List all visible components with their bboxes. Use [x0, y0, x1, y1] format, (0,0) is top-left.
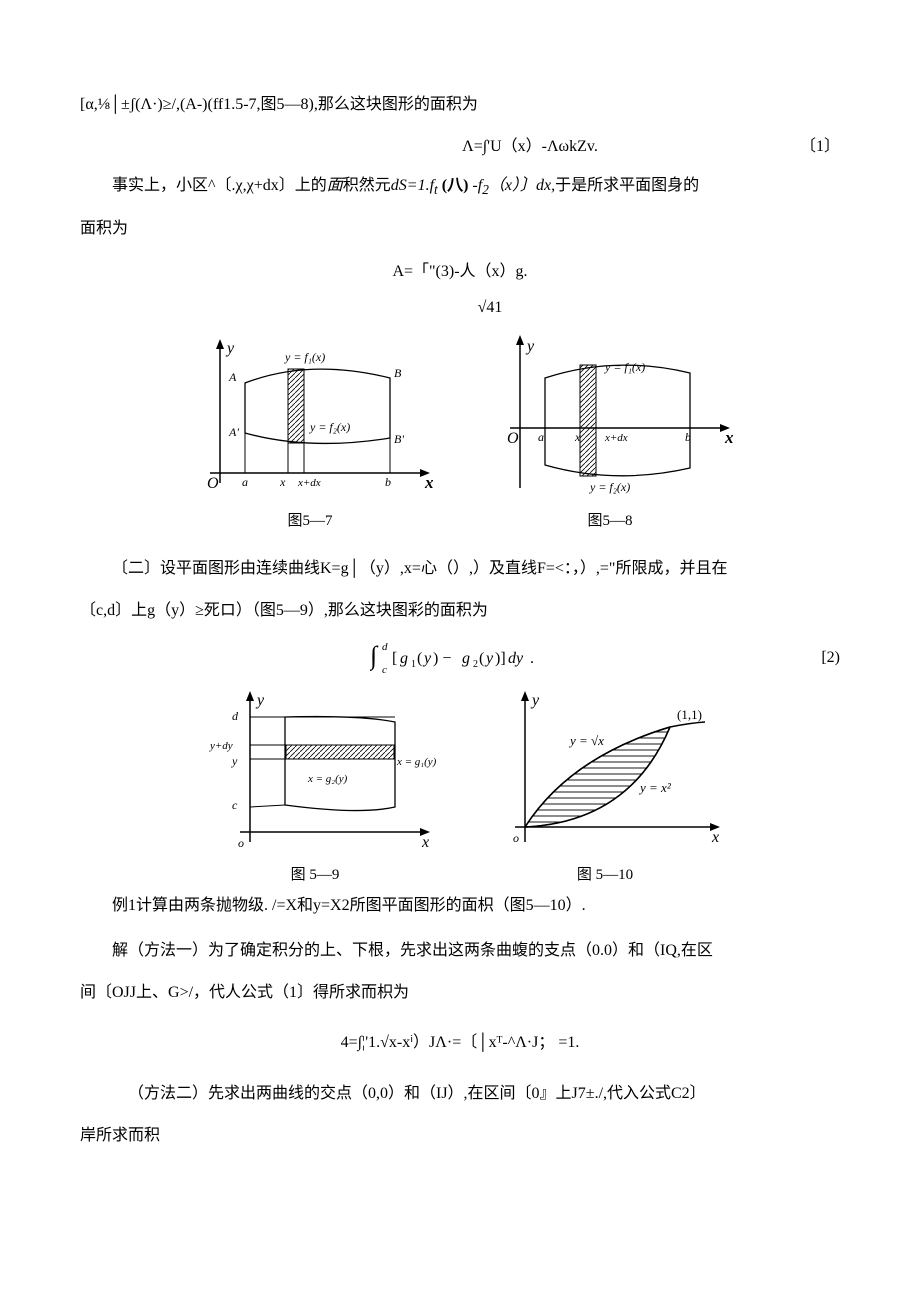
- lblsqrt10: y = √x: [568, 733, 604, 748]
- lbl-y8: y: [525, 338, 535, 355]
- lbl-y9: y: [255, 692, 265, 709]
- lbl-x10: x: [711, 829, 719, 846]
- lblA: A: [228, 370, 237, 384]
- lbla: a: [242, 475, 248, 489]
- t3: 积然元: [343, 177, 391, 194]
- lblxdx8: x+dx: [604, 432, 628, 444]
- svg-text:d: d: [382, 641, 388, 653]
- para-10: 岸所求而积: [80, 1121, 840, 1151]
- svg-text:) −: ) −: [433, 650, 451, 667]
- lbla8: a: [538, 430, 544, 444]
- lblpt10: (1,1): [677, 707, 702, 722]
- lblg19: x = g₁(y): [396, 756, 437, 768]
- lblB: B: [394, 366, 402, 380]
- svg-text:2: 2: [473, 659, 478, 670]
- svg-text:(: (: [417, 650, 422, 667]
- lblydy9: y+dy: [209, 740, 233, 752]
- caption-5-7: 图5—7: [287, 507, 332, 536]
- para-4: 〔二〕设平面图形由连续曲线K=g│（y）,x=心（）,）及直线F=<：，）,="…: [80, 554, 840, 584]
- t9: （x）〕dx,: [489, 177, 555, 194]
- lblc9: c: [232, 798, 238, 812]
- lbl-o10: o: [513, 831, 519, 845]
- lbl-o9: o: [238, 836, 244, 850]
- lblxl8: x: [574, 430, 581, 444]
- formula-4: 4=∫¦'1.√x-xⁱ）JΛ·=〔│xᵀ-^Λ·J； =1.: [80, 1028, 840, 1058]
- svg-text:g: g: [462, 650, 470, 667]
- fig-5-8-svg: y x O y = f₁(x) y = f₂(x) a x x+dx b: [480, 333, 740, 503]
- figure-5-7: y x O y = f₁(x) y = f₂(x) A A' B B' a x …: [180, 333, 440, 536]
- svg-text:.: .: [530, 650, 534, 667]
- para-8: 间〔OJJ上、G>/，代人公式（1〕得所求而枳为: [80, 978, 840, 1008]
- lbl-f2: y = f₂(x): [309, 420, 350, 434]
- lbl-O8: O: [507, 430, 519, 447]
- lblb: b: [385, 475, 391, 489]
- svg-text:dy: dy: [508, 650, 524, 667]
- fig-5-9-svg: y x o d y+dy y c x = g₂(y) x = g₁(y): [190, 687, 440, 857]
- para-7: 解（方法一）为了确定积分的上、下根，先求出这两条曲蝮的支点（0.0）和（IQ,在…: [80, 936, 840, 966]
- svg-text:1: 1: [411, 659, 416, 670]
- fig-5-10-svg: y x o (1,1) y = √x y = x²: [480, 687, 730, 857]
- t4: dS=1.f: [391, 177, 434, 194]
- formula-1-row: Λ=∫'U（x）-ΛωkZv. 〔1〕: [80, 132, 840, 162]
- lbl-y: y: [225, 340, 235, 357]
- t7: -f: [472, 177, 482, 194]
- svg-text:y: y: [422, 650, 432, 667]
- para-1: [α,⅛│±ʃ(Λ·)≥/,(A-)(ff1.5-7,图5—8),那么这块图形的…: [80, 90, 840, 120]
- para-5: 〔c,d〕上g（y）≥死ロ）（图5—9）,那么这块图彩的面积为: [80, 596, 840, 626]
- figure-row-2: y x o d y+dy y c x = g₂(y) x = g₁(y) 图 5…: [80, 687, 840, 890]
- lbl-x8: x: [724, 428, 734, 447]
- svg-text:)]: )]: [495, 650, 506, 667]
- lblxl: x: [279, 475, 286, 489]
- t10: 于是所求平面图身的: [555, 177, 699, 194]
- lblg29: x = g₂(y): [307, 773, 348, 785]
- lbl-f28: y = f₂(x): [589, 480, 630, 494]
- formula-1-num: 〔1〕: [800, 132, 840, 162]
- lbl-f1: y = f₁(x): [284, 350, 325, 364]
- lblb8: b: [685, 430, 691, 444]
- figure-5-10: y x o (1,1) y = √x y = x² 图 5—10: [480, 687, 730, 890]
- formula-3-num: [2): [821, 643, 840, 673]
- t8: 2: [482, 182, 489, 197]
- caption-5-8: 图5—8: [587, 507, 632, 536]
- lbl-x: x: [424, 473, 434, 492]
- caption-5-10: 图 5—10: [577, 861, 633, 890]
- para-6: 例1计算由两条抛物级. /=X和y=X2所图平面图形的面枳（图5—10）.: [80, 891, 840, 921]
- formula-2: A=「"(3)-人（x）g.: [80, 257, 840, 287]
- lbld9: d: [232, 709, 239, 723]
- lbl-y10: y: [530, 692, 540, 709]
- t2: 面: [327, 177, 343, 194]
- lblBp: B': [394, 432, 404, 446]
- lbl-O: O: [207, 475, 219, 492]
- fig-5-7-svg: y x O y = f₁(x) y = f₂(x) A A' B B' a x …: [180, 333, 440, 503]
- figure-row-1: y x O y = f₁(x) y = f₂(x) A A' B B' a x …: [80, 333, 840, 536]
- figure-5-8: y x O y = f₁(x) y = f₂(x) a x x+dx b 图5—…: [480, 333, 740, 536]
- svg-text:∫: ∫: [370, 641, 379, 671]
- lbl-f18: y = f₁(x): [604, 360, 645, 374]
- para-3: 面积为: [80, 214, 840, 244]
- para-2: 事实上，小区^〔.χ,χ+dx〕上的面积然元dS=1.ft (八) -f2（x）…: [80, 171, 840, 203]
- figure-5-9: y x o d y+dy y c x = g₂(y) x = g₁(y) 图 5…: [190, 687, 440, 890]
- caption-5-9: 图 5—9: [291, 861, 340, 890]
- lblsq10: y = x²: [638, 780, 672, 795]
- t6: (八): [438, 177, 473, 194]
- svg-text:y: y: [484, 650, 494, 667]
- para-9: （方法二）先求出两曲线的交点（0,0）和（IJ）,在区间〔0』上J7±./,代入…: [80, 1079, 840, 1109]
- svg-text:[: [: [392, 650, 397, 667]
- integral-formula: ∫ d c [ g 1 ( y ) − g 2 ( y )] dy .: [370, 639, 550, 677]
- svg-text:c: c: [382, 664, 387, 676]
- lblxdx: x+dx: [297, 477, 321, 489]
- lblAp: A': [228, 425, 239, 439]
- svg-text:g: g: [400, 650, 408, 667]
- t1: 事实上，小区^〔.χ,χ+dx〕上的: [112, 177, 327, 194]
- formula-3-row: ∫ d c [ g 1 ( y ) − g 2 ( y )] dy . [2): [80, 639, 840, 677]
- sqrt41-label: √41: [140, 293, 840, 323]
- lbl-x9: x: [421, 834, 429, 851]
- formula-1: Λ=∫'U（x）-ΛωkZv.: [462, 132, 598, 162]
- lbly9: y: [231, 754, 238, 768]
- svg-text:(: (: [479, 650, 484, 667]
